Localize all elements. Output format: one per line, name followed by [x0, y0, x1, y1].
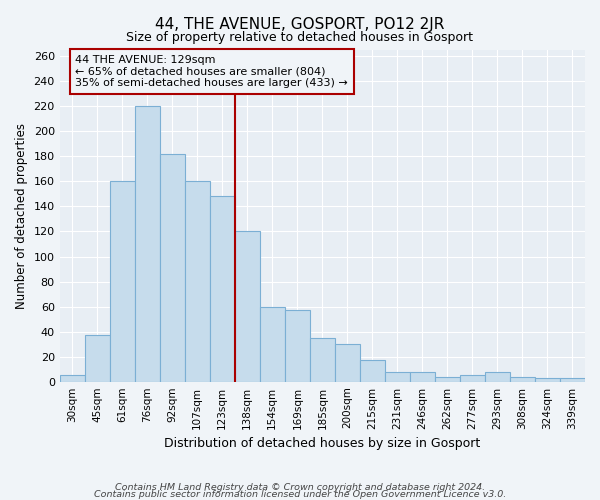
Bar	[185, 182, 210, 382]
Y-axis label: Number of detached properties: Number of detached properties	[15, 123, 28, 309]
Bar	[235, 232, 260, 382]
Bar	[335, 344, 360, 382]
Bar	[410, 372, 435, 382]
Bar	[210, 196, 235, 382]
Text: Contains HM Land Registry data © Crown copyright and database right 2024.: Contains HM Land Registry data © Crown c…	[115, 484, 485, 492]
Bar	[110, 182, 135, 382]
Bar	[485, 372, 510, 382]
Bar	[285, 310, 310, 382]
Text: Size of property relative to detached houses in Gosport: Size of property relative to detached ho…	[127, 31, 473, 44]
Bar	[310, 338, 335, 382]
Text: 44 THE AVENUE: 129sqm
← 65% of detached houses are smaller (804)
35% of semi-det: 44 THE AVENUE: 129sqm ← 65% of detached …	[76, 55, 348, 88]
Bar	[560, 378, 585, 382]
Bar	[535, 378, 560, 382]
Text: 44, THE AVENUE, GOSPORT, PO12 2JR: 44, THE AVENUE, GOSPORT, PO12 2JR	[155, 18, 445, 32]
Bar	[435, 376, 460, 382]
Bar	[85, 336, 110, 382]
Bar	[360, 360, 385, 382]
Bar	[135, 106, 160, 382]
Bar	[510, 376, 535, 382]
Text: Contains public sector information licensed under the Open Government Licence v3: Contains public sector information licen…	[94, 490, 506, 499]
X-axis label: Distribution of detached houses by size in Gosport: Distribution of detached houses by size …	[164, 437, 481, 450]
Bar	[260, 306, 285, 382]
Bar	[59, 376, 85, 382]
Bar	[385, 372, 410, 382]
Bar	[460, 376, 485, 382]
Bar	[160, 154, 185, 382]
